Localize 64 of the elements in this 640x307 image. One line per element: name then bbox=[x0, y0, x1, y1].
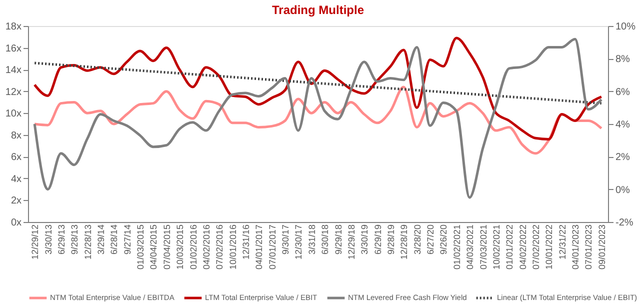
line-series bbox=[33, 38, 603, 199]
x-tick-label: 04/02/2022 bbox=[518, 224, 528, 270]
x-tick-label: 09/01/2023 bbox=[596, 224, 607, 270]
x-tick-label: 04/01/2017 bbox=[254, 224, 264, 270]
y-tick-label: 8x bbox=[10, 130, 22, 142]
x-tick-label: 3/28/20 bbox=[412, 224, 422, 255]
y-tick-label: 16x bbox=[5, 43, 22, 54]
x-tick-label: 12/30/17 bbox=[294, 224, 304, 260]
x-tick-label: 3/30/13 bbox=[43, 224, 54, 255]
x-tick-label: 07/03/2021 bbox=[478, 224, 488, 270]
chart-title: Trading Multiple bbox=[272, 3, 364, 17]
y-tick-label: 12x bbox=[5, 86, 22, 98]
x-tick-label: 3/31/18 bbox=[306, 224, 317, 255]
y-tick-label: 14x bbox=[5, 65, 22, 76]
x-tick-label: 07/02/2022 bbox=[531, 224, 541, 270]
x-tick-label: 9/28/19 bbox=[386, 224, 396, 255]
x-tick-label: 01/02/2021 bbox=[452, 224, 462, 270]
y-tick-label: 0x bbox=[10, 218, 22, 228]
x-tick-label: 10/03/2015 bbox=[175, 224, 186, 270]
x-tick-label: 01/01/2022 bbox=[504, 224, 515, 270]
x-tick-label: 9/28/13 bbox=[70, 224, 80, 255]
x-tick-label: 12/31/16 bbox=[241, 224, 251, 260]
x-tick-label: 10/02/2021 bbox=[491, 224, 502, 270]
x-tick-label: 12/28/13 bbox=[82, 224, 93, 260]
x-tick-label: 6/28/14 bbox=[109, 224, 120, 255]
x-tick-label: 07/01/2023 bbox=[584, 224, 594, 270]
x-tick-label: 10/01/2016 bbox=[228, 224, 238, 270]
x-tick-label: 12/29/12 bbox=[30, 224, 40, 260]
line-series bbox=[33, 36, 603, 140]
x-tick-label: 9/30/17 bbox=[280, 224, 291, 255]
x-tick-label: 07/01/2017 bbox=[267, 224, 278, 270]
x-tick-label: 3/29/14 bbox=[96, 224, 106, 255]
y-tick-label: 6x bbox=[10, 152, 22, 164]
x-tick-label: 6/29/19 bbox=[372, 224, 383, 255]
x-tick-label: 04/04/2015 bbox=[148, 224, 159, 270]
x-tick-label: 6/30/18 bbox=[320, 224, 330, 255]
y2-tick-label: -2% bbox=[616, 218, 634, 228]
x-tick-label: 04/01/2023 bbox=[570, 224, 581, 270]
y2-tick-label: 8% bbox=[616, 54, 630, 66]
y2-tick-label: 4% bbox=[616, 120, 630, 130]
y2-tick-label: 6% bbox=[616, 86, 630, 98]
y-tick-label: 4x bbox=[10, 174, 22, 185]
x-tick-label: 04/03/2021 bbox=[465, 224, 476, 270]
x-tick-label: 9/29/18 bbox=[333, 224, 344, 255]
y-tick-label: 2x bbox=[10, 196, 22, 207]
x-tick-label: 12/28/19 bbox=[399, 224, 410, 260]
y2-tick-label: 10% bbox=[616, 22, 636, 32]
x-tick-label: 3/30/19 bbox=[360, 224, 370, 255]
x-tick-label: 9/26/20 bbox=[438, 224, 449, 255]
x-tick-label: 6/27/20 bbox=[426, 224, 436, 255]
y2-tick-label: 0% bbox=[616, 184, 630, 196]
x-tick-label: 12/31/22 bbox=[557, 224, 568, 260]
y2-tick-label: 2% bbox=[616, 152, 630, 164]
x-tick-label: 07/02/2016 bbox=[214, 224, 225, 270]
x-tick-label: 07/04/2015 bbox=[162, 224, 172, 270]
x-tick-label: 10/01/2022 bbox=[544, 224, 554, 270]
y-tick-label: 18x bbox=[5, 22, 22, 32]
x-tick-label: 04/02/2016 bbox=[201, 224, 212, 270]
x-tick-label: 6/29/13 bbox=[56, 224, 66, 255]
y-tick-label: 10x bbox=[5, 108, 22, 120]
x-tick-label: 12/29/18 bbox=[346, 224, 356, 260]
x-tick-label: 01/02/2016 bbox=[188, 224, 198, 270]
x-tick-label: 01/03/2015 bbox=[136, 224, 146, 270]
x-tick-label: 9/27/14 bbox=[122, 224, 132, 255]
